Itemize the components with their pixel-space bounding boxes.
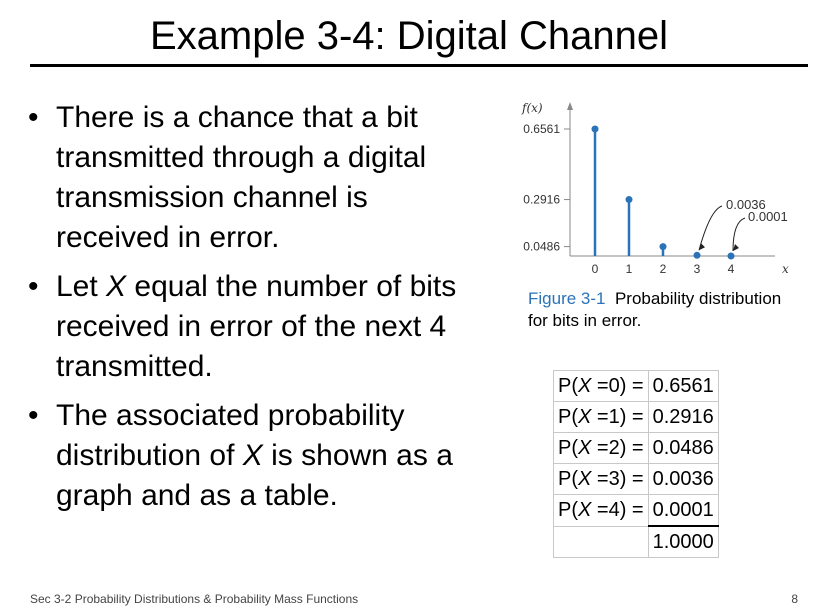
table-row: P(X =0) = 0.6561: [553, 370, 719, 402]
caption-text: Probability distribution for bits in err…: [528, 289, 782, 330]
data-point: [693, 251, 701, 259]
y-tick-label: 0.2916: [523, 193, 560, 207]
bullet-item: • There is a chance that a bit transmitte…: [28, 98, 488, 258]
variable-x: X: [242, 439, 263, 472]
pmf-chart: f(x) x 0.6561 0.2916 0.0486 0 1 2 3 4 0.00360.…: [521, 101, 789, 276]
annotation-label: 0.0001: [748, 209, 788, 224]
prob-value: 0.0036: [647, 463, 719, 495]
figure-caption: Figure 3-1 Probability distribution for …: [528, 288, 798, 332]
title-rule: [30, 64, 808, 67]
y-axis-label: f(x): [521, 101, 543, 115]
x-tick-label: 3: [694, 262, 701, 276]
total-label-empty: [553, 525, 649, 558]
annotation-arrow-icon: [699, 243, 705, 251]
prob-value: 0.6561: [647, 370, 719, 402]
x-axis-label: x: [782, 262, 789, 276]
slide-title: Example 3-4: Digital Channel: [149, 14, 669, 58]
x-tick-label: 1: [626, 262, 633, 276]
prob-label: P(X =4) =: [553, 494, 649, 527]
annotation-leader: [698, 205, 723, 251]
x-tick-label: 2: [660, 262, 667, 276]
bullet-text: is shown as a graph and as a table.: [56, 439, 453, 512]
prob-value: 0.2916: [647, 401, 719, 433]
y-tick-label: 0.6561: [523, 122, 560, 136]
bullet-dot-icon: •: [28, 101, 39, 134]
prob-value: 0.0001: [647, 494, 719, 527]
bullet-item: • Let X equal the number of bits received…: [28, 267, 488, 387]
prob-value: 0.0486: [647, 432, 719, 464]
footer-section: Sec 3-2 Probability Distributions & Prob…: [30, 592, 359, 606]
annotation-leader: [732, 217, 746, 251]
bullet-text: There is a chance that a bit transmitted…: [56, 101, 427, 254]
x-tick-label: 4: [728, 262, 735, 276]
bullet-text: Let: [56, 270, 107, 303]
x-tick-label: 0: [592, 262, 599, 276]
y-tick-label: 0.0486: [523, 240, 560, 254]
bullet-list: • There is a chance that a bit transmitte…: [28, 98, 488, 525]
table-row: P(X =2) = 0.0486: [553, 432, 719, 464]
annotation-label: 0.0036: [726, 197, 766, 212]
variable-x: X: [106, 270, 127, 303]
bullet-text: The associated probability distribution …: [56, 399, 405, 472]
prob-label: P(X =3) =: [553, 463, 649, 495]
table-row: P(X =4) = 0.0001: [553, 494, 719, 527]
bullet-item: • The associated probability distribution…: [28, 396, 488, 516]
table-total-row: 1.0000: [553, 525, 719, 558]
data-point: [659, 243, 667, 251]
annotation-arrow-icon: [733, 243, 739, 251]
data-point: [727, 252, 735, 260]
data-point: [625, 196, 633, 204]
prob-label: P(X =0) =: [553, 370, 649, 402]
bullet-dot-icon: •: [28, 399, 39, 432]
figure-label: Figure 3-1: [528, 289, 606, 308]
prob-label: P(X =2) =: [553, 432, 649, 464]
bullet-dot-icon: •: [28, 270, 39, 303]
table-row: P(X =1) = 0.2916: [553, 401, 719, 433]
table-row: P(X =3) = 0.0036: [553, 463, 719, 495]
page-number: 8: [791, 592, 798, 606]
pmf-table: P(X =0) = 0.6561 P(X =1) = 0.2916 P(X =2…: [553, 370, 719, 558]
prob-label: P(X =1) =: [553, 401, 649, 433]
bullet-text: equal the number of bits received in err…: [56, 270, 457, 383]
total-value: 1.0000: [647, 525, 719, 558]
data-point: [591, 125, 599, 133]
